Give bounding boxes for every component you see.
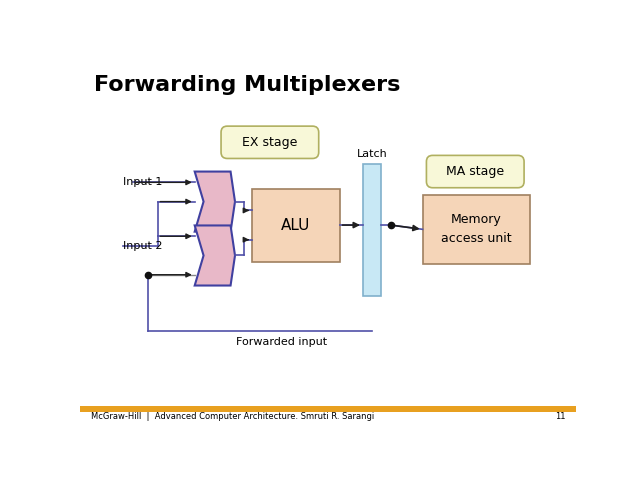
Text: Input 2: Input 2 — [123, 241, 162, 252]
Text: ALU: ALU — [281, 217, 310, 233]
Text: 11: 11 — [555, 412, 565, 421]
Text: EX stage: EX stage — [242, 136, 298, 149]
Polygon shape — [195, 226, 235, 286]
Text: Memory
access unit: Memory access unit — [441, 213, 511, 245]
Text: Latch: Latch — [356, 149, 387, 159]
Text: Forwarding Multiplexers: Forwarding Multiplexers — [94, 74, 401, 95]
Text: Forwarded input: Forwarded input — [236, 337, 327, 347]
FancyBboxPatch shape — [426, 156, 524, 188]
Bar — [363, 164, 381, 296]
Text: McGraw-Hill  |  Advanced Computer Architecture. Smruti R. Sarangi: McGraw-Hill | Advanced Computer Architec… — [91, 412, 374, 421]
FancyBboxPatch shape — [221, 126, 319, 158]
Text: Input 1: Input 1 — [123, 178, 162, 187]
Bar — [80, 407, 576, 412]
Text: MA stage: MA stage — [446, 165, 504, 178]
Bar — [252, 189, 340, 262]
Bar — [422, 195, 529, 264]
Polygon shape — [195, 171, 235, 232]
